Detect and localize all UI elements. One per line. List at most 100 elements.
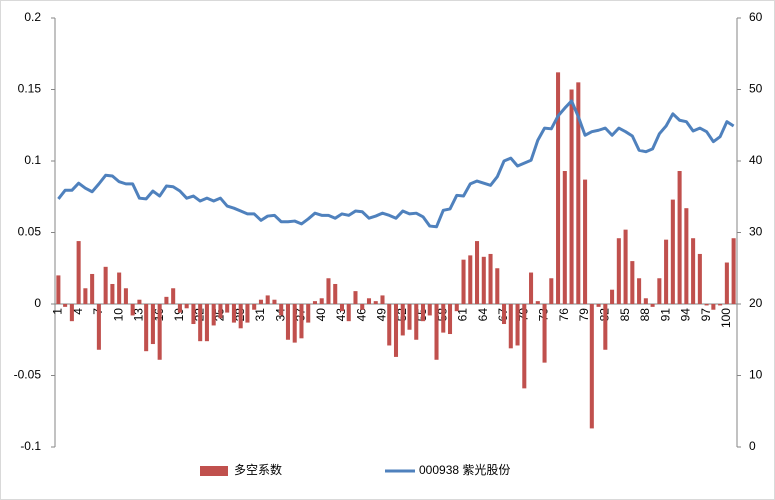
bar	[610, 289, 615, 304]
x-tick-label: 76	[557, 308, 571, 322]
bar	[157, 304, 162, 360]
bar	[427, 304, 432, 316]
bar	[83, 288, 88, 304]
bar	[258, 299, 263, 304]
bar	[488, 253, 493, 304]
x-tick-label: 61	[456, 308, 470, 322]
y-tick-label: 0.15	[18, 82, 42, 96]
bar	[393, 304, 399, 357]
bar	[441, 304, 446, 333]
y2-tick-label: 0	[749, 439, 756, 453]
y-tick-label: -0.05	[14, 368, 42, 382]
bar	[447, 304, 453, 335]
bar	[461, 259, 466, 304]
bar	[184, 304, 189, 309]
x-tick-label: 64	[476, 308, 490, 322]
bar	[285, 304, 290, 340]
legend-label: 000938 紫光股份	[419, 463, 510, 477]
bar	[576, 82, 581, 304]
bar	[110, 283, 115, 304]
bar	[177, 304, 182, 313]
bar	[677, 171, 682, 304]
bar	[407, 304, 412, 330]
bar	[225, 304, 230, 313]
bar	[697, 253, 702, 304]
y2-tick-label: 40	[749, 153, 763, 167]
bar	[603, 304, 608, 350]
bar	[144, 304, 149, 352]
bar	[502, 304, 507, 325]
bar	[535, 301, 540, 304]
bar	[130, 304, 135, 316]
y2-tick-label: 60	[749, 10, 763, 24]
bar	[211, 304, 216, 326]
bar	[420, 304, 426, 322]
legend-label: 多空系数	[234, 462, 282, 477]
bar	[549, 278, 554, 304]
bar	[171, 288, 176, 304]
y2-tick-label: 20	[749, 296, 763, 310]
bar	[279, 304, 284, 316]
y-tick-label: 0.05	[18, 225, 42, 239]
bar	[670, 199, 675, 304]
bar	[623, 229, 628, 304]
bar	[481, 256, 486, 304]
legend-swatch	[200, 466, 228, 476]
x-tick-label: 46	[354, 308, 368, 322]
bar	[346, 304, 351, 322]
bar	[454, 304, 459, 312]
bar	[400, 304, 405, 336]
bar	[664, 239, 669, 304]
bar	[272, 299, 277, 304]
bar	[326, 278, 331, 304]
bar	[164, 296, 169, 304]
bar	[76, 241, 81, 304]
bar	[218, 304, 223, 319]
bar	[596, 304, 601, 307]
bar	[542, 304, 547, 363]
y-tick-label: 0	[34, 296, 41, 310]
bar	[515, 304, 520, 346]
bar	[137, 299, 142, 304]
x-tick-label: 19	[172, 308, 186, 322]
bar	[117, 272, 122, 304]
bar	[380, 295, 385, 304]
x-tick-label: 97	[699, 308, 713, 322]
bar	[123, 288, 128, 304]
bar	[299, 304, 304, 339]
bar	[204, 304, 209, 342]
bar	[556, 72, 561, 304]
y-tick-label: -0.1	[20, 439, 41, 453]
bar	[684, 208, 689, 304]
bar	[306, 304, 311, 323]
x-tick-label: 100	[719, 308, 733, 328]
bar	[292, 304, 297, 343]
bar	[562, 171, 567, 304]
bar	[56, 275, 61, 304]
bar	[63, 304, 68, 307]
y2-tick-label: 30	[749, 225, 763, 239]
bar	[333, 283, 338, 304]
bar	[265, 295, 270, 304]
y-tick-label: 0.1	[24, 153, 41, 167]
bar	[589, 304, 594, 429]
bar	[434, 304, 439, 360]
y2-tick-label: 10	[749, 368, 763, 382]
bar	[339, 304, 345, 312]
bar	[103, 266, 108, 304]
bar	[522, 304, 527, 389]
bar	[191, 304, 196, 325]
bar	[731, 238, 736, 304]
bar	[245, 304, 250, 323]
x-tick-label: 49	[375, 308, 389, 322]
bar	[414, 304, 419, 340]
bar	[238, 304, 243, 329]
x-tick-label: 4	[71, 308, 85, 315]
bar	[198, 304, 203, 342]
bar	[583, 179, 588, 304]
bar	[468, 255, 473, 304]
x-tick-label: 31	[253, 308, 267, 322]
bar	[360, 304, 365, 310]
